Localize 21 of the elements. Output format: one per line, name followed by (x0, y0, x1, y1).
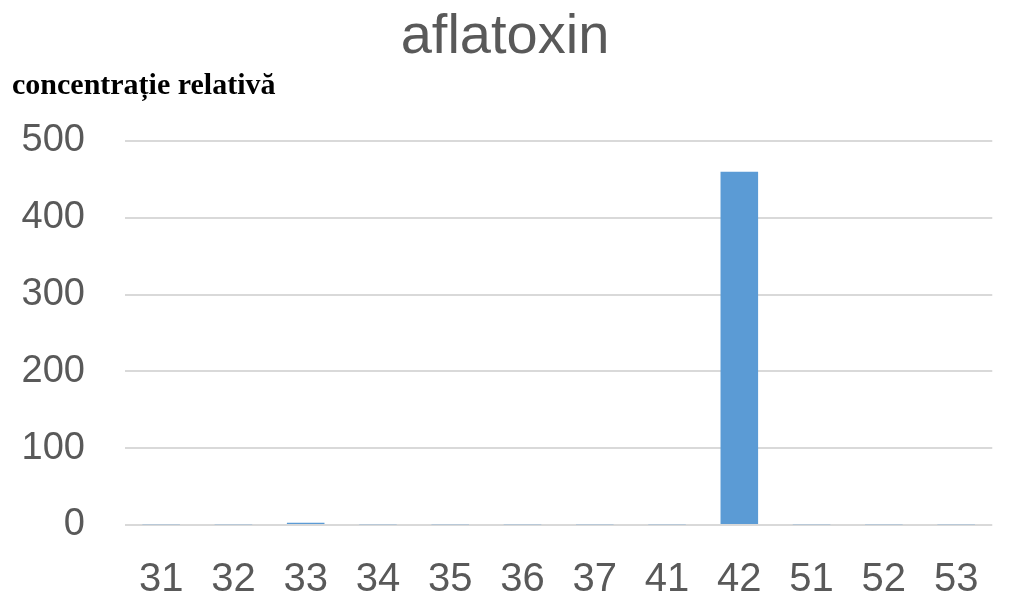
x-tick-label: 33 (283, 555, 328, 600)
chart-title: aflatoxin (399, 2, 611, 66)
x-tick-label: 37 (572, 555, 618, 600)
y-tick-label: 200 (21, 347, 85, 390)
x-tick-label: 32 (211, 555, 256, 600)
y-tick-label: 0 (63, 501, 85, 544)
x-tick-label: 35 (427, 555, 473, 600)
y-axis-title: concentrație relativă (12, 66, 276, 102)
y-tick-label: 400 (21, 194, 85, 237)
x-tick-label: 31 (138, 555, 184, 600)
x-tick-label: 51 (789, 555, 834, 600)
x-tick-label: 34 (355, 555, 401, 600)
x-tick-label: 52 (861, 555, 907, 600)
y-tick-label: 300 (21, 271, 85, 314)
x-tick-label: 53 (933, 555, 979, 600)
x-tick-label: 41 (644, 555, 690, 600)
x-tick-label: 42 (717, 555, 762, 600)
bar (720, 171, 759, 524)
x-tick-label: 36 (500, 555, 545, 600)
y-tick-label: 500 (21, 117, 85, 160)
y-tick-label: 100 (21, 424, 85, 467)
